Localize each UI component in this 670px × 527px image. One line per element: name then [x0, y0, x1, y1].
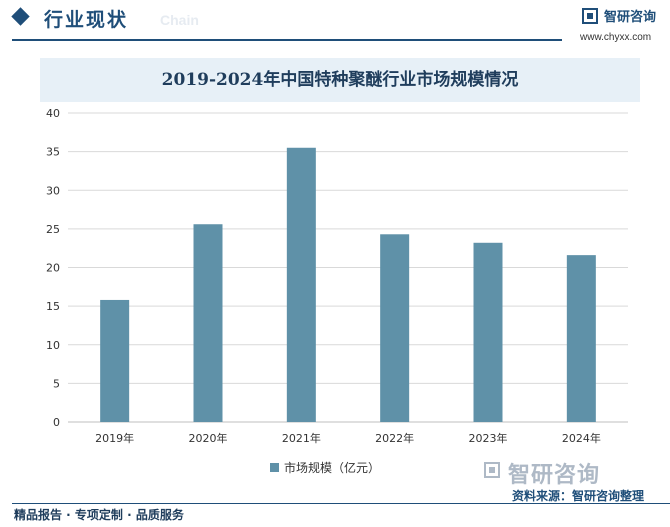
x-tick-label: 2021年 [282, 431, 321, 445]
y-tick-label: 15 [46, 300, 60, 313]
bar [193, 224, 223, 422]
y-tick-label: 30 [46, 184, 60, 197]
brand-url: www.chyxx.com [580, 32, 652, 43]
watermark-logo-icon [484, 462, 500, 478]
x-tick-label: 2023年 [469, 431, 508, 445]
footer-slogan: 精品报告 · 专项定制 · 品质服务 [14, 508, 184, 522]
header-divider [12, 39, 562, 41]
source-note: 资料来源：智研咨询整理 [512, 489, 645, 503]
legend: 市场规模（亿元） [270, 459, 380, 475]
y-tick-label: 25 [46, 223, 60, 236]
x-tick-label: 2020年 [189, 431, 228, 445]
y-tick-label: 5 [53, 377, 60, 390]
chart-title: 2019-2024年中国特种聚醚行业市场规模情况 [161, 70, 519, 90]
legend-label: 市场规模（亿元） [284, 460, 381, 475]
section-title: 行业现状 [44, 9, 129, 31]
header: 行业现状 Chain 智研咨询 www.chyxx.com [0, 0, 670, 43]
bar [100, 299, 130, 422]
watermark-brand-name: 智研咨询 [508, 463, 601, 488]
y-tick-label: 40 [46, 107, 60, 120]
x-tick-label: 2024年 [562, 431, 601, 445]
y-tick-label: 0 [53, 416, 60, 429]
chart-frame [40, 56, 640, 464]
legend-swatch [270, 462, 279, 472]
chart-title-band [40, 58, 640, 102]
section-watermark: Chain [160, 12, 199, 28]
x-tick-label: 2019年 [95, 431, 134, 445]
brand-name: 智研咨询 [604, 10, 657, 25]
bar [473, 242, 503, 422]
footer-divider [12, 503, 670, 504]
y-tick-label: 10 [46, 339, 60, 352]
bar [566, 255, 596, 422]
y-tick-label: 35 [46, 146, 60, 159]
y-tick-label: 20 [46, 262, 60, 275]
x-tick-label: 2022年 [375, 431, 414, 445]
bar [286, 147, 316, 422]
brand-logo-icon [582, 8, 598, 24]
bar [380, 234, 410, 422]
